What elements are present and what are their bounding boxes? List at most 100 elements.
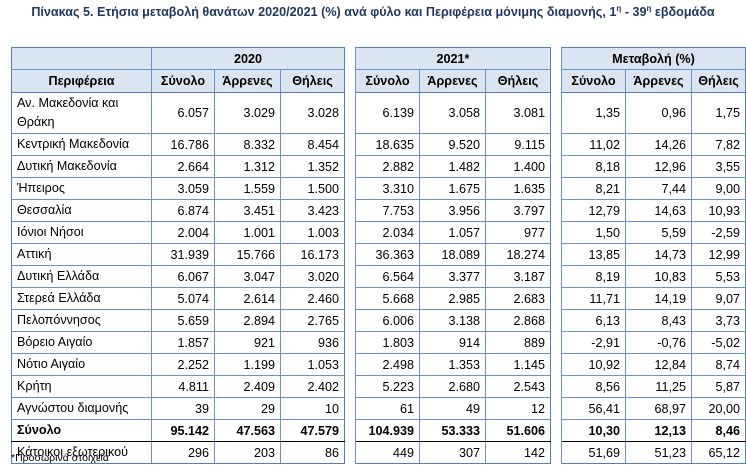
- value-cell: 2.985: [419, 287, 486, 310]
- value-cell: 3.187: [485, 265, 551, 288]
- column-header: Σύνολο: [151, 69, 215, 93]
- table-row: Αγνώστου διαμονής 39 29 10 61 49 12 56,41 68,97 2…: [11, 397, 746, 420]
- value-cell: 51,23: [625, 441, 692, 464]
- value-cell: 6.874: [151, 199, 215, 222]
- value-cell: 1.500: [280, 177, 345, 200]
- column-gap: [344, 419, 356, 442]
- column-gap: [550, 133, 562, 156]
- region-cell: Θεσσαλία: [11, 199, 152, 222]
- value-cell: 29: [214, 397, 281, 420]
- value-cell: 3.081: [485, 92, 551, 134]
- value-cell: 3.451: [214, 199, 281, 222]
- column-gap: [550, 69, 562, 93]
- value-cell: 5,53: [691, 265, 746, 288]
- value-cell: 2.543: [485, 375, 551, 398]
- value-cell: -0,76: [625, 331, 692, 354]
- value-cell: 12,13: [625, 419, 692, 442]
- value-cell: 1.857: [151, 331, 215, 354]
- group-header-change: Μεταβολή (%): [561, 47, 746, 70]
- value-cell: -2,59: [691, 221, 746, 244]
- table-row: Κρήτη 4.811 2.409 2.402 5.223 2.680 2.543 8,56 1…: [11, 375, 746, 398]
- value-cell: 8.332: [214, 133, 281, 156]
- region-cell: Βόρειο Αιγαίο: [11, 331, 152, 354]
- value-cell: 203: [214, 441, 281, 464]
- column-gap: [550, 397, 562, 420]
- region-cell: Ήπειρος: [11, 177, 152, 200]
- value-cell: 3.029: [214, 92, 281, 134]
- column-gap: [344, 199, 356, 222]
- column-gap: [344, 265, 356, 288]
- value-cell: 142: [485, 441, 551, 464]
- value-cell: 936: [280, 331, 345, 354]
- value-cell: 56,41: [561, 397, 626, 420]
- column-gap: [344, 287, 356, 310]
- region-cell: Δυτική Μακεδονία: [11, 155, 152, 178]
- value-cell: 2.664: [151, 155, 215, 178]
- group-header-2021: 2021*: [355, 47, 551, 70]
- value-cell: 9,07: [691, 287, 746, 310]
- region-cell: Νότιο Αιγαίο: [11, 353, 152, 376]
- table-row: Ιόνιοι Νήσοι 2.004 1.001 1.003 2.034 1.057 977…: [11, 221, 746, 244]
- column-gap: [550, 221, 562, 244]
- value-cell: 2.252: [151, 353, 215, 376]
- value-cell: 977: [485, 221, 551, 244]
- value-cell: 8,46: [691, 419, 746, 442]
- value-cell: 68,97: [625, 397, 692, 420]
- column-header: Σύνολο: [561, 69, 626, 93]
- value-cell: 3,73: [691, 309, 746, 332]
- value-cell: 3.059: [151, 177, 215, 200]
- column-gap: [344, 133, 356, 156]
- value-cell: 10,30: [561, 419, 626, 442]
- value-cell: 296: [151, 441, 215, 464]
- value-cell: 18.635: [355, 133, 420, 156]
- value-cell: 11,25: [625, 375, 692, 398]
- value-cell: 10,83: [625, 265, 692, 288]
- column-gap: [344, 441, 356, 464]
- group-header-row: 2020 2021* Μεταβολή (%): [11, 47, 746, 70]
- column-gap: [550, 243, 562, 266]
- value-cell: 5.668: [355, 287, 420, 310]
- value-cell: 6,13: [561, 309, 626, 332]
- column-gap: [344, 331, 356, 354]
- region-cell: Πελοπόννησος: [11, 309, 152, 332]
- value-cell: 2.034: [355, 221, 420, 244]
- value-cell: 5,59: [625, 221, 692, 244]
- deaths-table: 2020 2021* Μεταβολή (%) Περιφέρεια Σύνολο…: [11, 47, 746, 464]
- column-header: Θήλεις: [280, 69, 345, 93]
- table-row: Νότιο Αιγαίο 2.252 1.199 1.053 2.498 1.353 1.1…: [11, 353, 746, 376]
- value-cell: 449: [355, 441, 420, 464]
- value-cell: 9,00: [691, 177, 746, 200]
- value-cell: 3.047: [214, 265, 281, 288]
- region-cell: Κρήτη: [11, 375, 152, 398]
- value-cell: 1.675: [419, 177, 486, 200]
- value-cell: 8,21: [561, 177, 626, 200]
- table-title: Πίνακας 5. Ετήσια μεταβολή θανάτων 2020/…: [31, 4, 715, 20]
- region-cell: Κεντρική Μακεδονία: [11, 133, 152, 156]
- value-cell: 12,99: [691, 243, 746, 266]
- value-cell: 2.868: [485, 309, 551, 332]
- table-row: Βόρειο Αιγαίο 1.857 921 936 1.803 914 889 -2,91…: [11, 331, 746, 354]
- value-cell: 86: [280, 441, 345, 464]
- value-cell: 2.460: [280, 287, 345, 310]
- column-gap: [344, 397, 356, 420]
- value-cell: 51,69: [561, 441, 626, 464]
- column-gap: [344, 177, 356, 200]
- value-cell: 6.564: [355, 265, 420, 288]
- value-cell: 51.606: [485, 419, 551, 442]
- value-cell: 11,71: [561, 287, 626, 310]
- value-cell: 2.004: [151, 221, 215, 244]
- table-row: Δυτική Μακεδονία 2.664 1.312 1.352 2.882 1.48…: [11, 155, 746, 178]
- value-cell: 1.199: [214, 353, 281, 376]
- value-cell: 53.333: [419, 419, 486, 442]
- value-cell: 2.765: [280, 309, 345, 332]
- value-cell: 18.274: [485, 243, 551, 266]
- value-cell: 6.006: [355, 309, 420, 332]
- value-cell: 1,75: [691, 92, 746, 134]
- value-cell: 14,73: [625, 243, 692, 266]
- value-cell: 5.223: [355, 375, 420, 398]
- column-gap: [344, 375, 356, 398]
- column-gap: [550, 177, 562, 200]
- value-cell: 15.766: [214, 243, 281, 266]
- column-header: Άρρενες: [419, 69, 486, 93]
- value-cell: 3.377: [419, 265, 486, 288]
